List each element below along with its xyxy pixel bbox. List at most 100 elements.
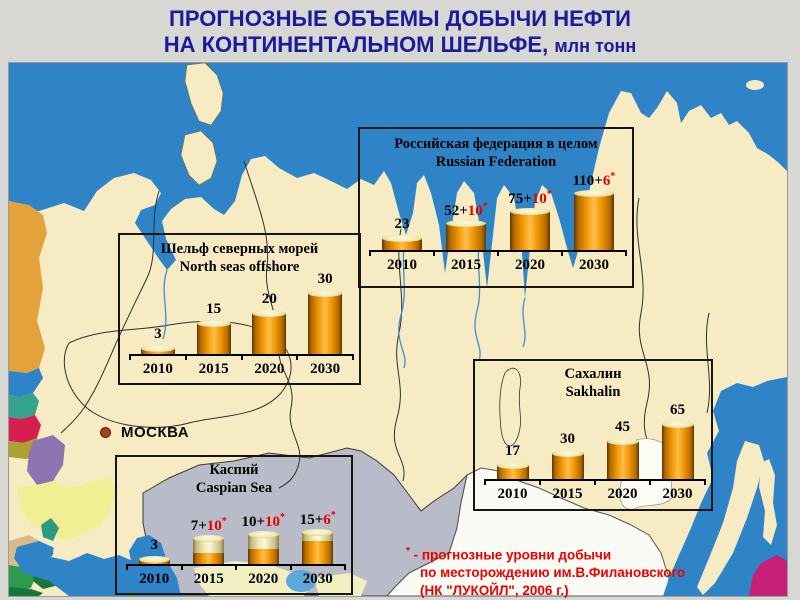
region-moldova — [41, 518, 59, 541]
novaya-zemlya-north-island — [184, 63, 224, 126]
bar-russia-total-2010 — [382, 235, 422, 250]
year-label: 2010 — [497, 486, 528, 502]
bar-top-ellipse — [193, 535, 225, 542]
crimea-peninsula — [53, 541, 87, 559]
axis-tick — [369, 250, 371, 256]
bar-caspian-2010 — [138, 556, 170, 564]
bar-value-label: 3 — [154, 326, 162, 342]
bar-north-seas-2020 — [252, 310, 287, 354]
bar-value-label: 7+10* — [190, 516, 227, 534]
bar-value-label: 23 — [394, 216, 410, 232]
year-label: 2015 — [193, 571, 224, 587]
chart-title-en: North seas offshore — [179, 259, 300, 275]
bar-segment-forecast — [193, 538, 225, 553]
year-label: 2030 — [302, 571, 333, 587]
bar-segment-base — [661, 424, 694, 479]
region-latvia — [9, 415, 41, 443]
bar-value-label: 30 — [317, 271, 333, 287]
axis-tick — [180, 564, 183, 570]
axis-tick — [240, 354, 243, 360]
bar-russia-total-2015 — [446, 220, 486, 250]
chart-title-ru: Шельф северных морей — [160, 241, 319, 257]
year-label: 2010 — [139, 571, 170, 587]
chart-title-en: Caspian Sea — [195, 480, 273, 496]
year-label: 2030 — [662, 486, 693, 502]
bar-segment-base — [302, 541, 334, 564]
page-title-unit: млн тонн — [554, 36, 637, 56]
chart-sakhalin: Сахалин Sakhalin 17 2010 30 2015 45 2020 65 2030 — [473, 359, 713, 511]
axis-tick — [625, 250, 627, 256]
bar-top-ellipse — [661, 421, 694, 428]
axis-tick — [594, 479, 596, 485]
bar-segment-forecast — [247, 534, 279, 549]
page-title-line1: ПРОГНОЗНЫЕ ОБЪЕМЫ ДОБЫЧИ НЕФТИ — [169, 6, 631, 31]
bar-value-label: 75+10* — [508, 189, 552, 207]
bar-value-label: 65 — [670, 402, 685, 418]
axis-tick — [184, 354, 187, 360]
page-title-line2: НА КОНТИНЕНТАЛЬНОМ ШЕЛЬФЕ, млн тонн — [163, 32, 637, 57]
bar-sakhalin-2020 — [606, 438, 639, 479]
year-label: 2020 — [515, 257, 545, 273]
bar-value-label: 3 — [150, 537, 159, 553]
axis-tick — [344, 564, 346, 570]
bar-russia-total-2030 — [574, 190, 614, 250]
bar-north-seas-2015 — [196, 320, 231, 354]
bar-sakhalin-2030 — [661, 421, 694, 479]
page-title: ПРОГНОЗНЫЕ ОБЪЕМЫ ДОБЫЧИ НЕФТИ НА КОНТИН… — [0, 6, 800, 59]
bar-sakhalin-2010 — [496, 462, 529, 479]
axis-tick — [539, 479, 541, 485]
bar-top-ellipse — [252, 310, 287, 317]
chart-caspian: Каспий Caspian Sea 3 2010 7+10* 2015 10+10* 202… — [115, 455, 353, 595]
bar-top-ellipse — [302, 529, 334, 536]
axis-tick — [649, 479, 651, 485]
bar-top-ellipse — [308, 290, 343, 297]
axis-tick — [235, 564, 237, 570]
chart-title-ru: Каспий — [209, 462, 259, 478]
axis-tick — [433, 250, 435, 256]
year-label: 2030 — [310, 361, 341, 377]
sea-of-okhotsk — [663, 377, 787, 596]
axis-tick — [126, 564, 128, 570]
bar-top-ellipse — [382, 235, 422, 242]
bar-segment-base — [196, 323, 231, 354]
bar-top-ellipse — [510, 208, 550, 215]
year-label: 2015 — [451, 257, 481, 273]
bar-top-ellipse — [140, 345, 175, 352]
year-label: 2010 — [387, 257, 417, 273]
bar-value-label: 52+10* — [444, 201, 488, 219]
year-label: 2020 — [248, 571, 279, 587]
bar-segment-base — [252, 313, 287, 354]
bar-caspian-2015 — [193, 535, 225, 564]
bar-top-ellipse — [196, 320, 231, 327]
bar-segment-base — [606, 441, 639, 479]
region-belarus — [27, 435, 65, 485]
year-label: 2015 — [198, 361, 229, 377]
chart-russia-total: Российская федерация в целом Russian Fede… — [358, 127, 634, 288]
bar-value-label: 110+6* — [572, 171, 616, 189]
bar-value-label: 45 — [615, 419, 630, 435]
year-label: 2030 — [579, 257, 609, 273]
region-uzbekistan — [314, 573, 367, 596]
axis-tick — [296, 354, 299, 360]
axis-tick — [352, 354, 354, 360]
moscow-dot — [100, 427, 111, 438]
bar-segment-base — [510, 211, 550, 250]
chart-title-ru: Сахалин — [564, 366, 622, 382]
year-label: 2020 — [607, 486, 638, 502]
bar-caspian-2030 — [302, 529, 334, 564]
bar-top-ellipse — [551, 450, 584, 457]
bar-segment-base — [193, 553, 225, 564]
bar-value-label: 15+6* — [299, 510, 336, 528]
axis-tick — [484, 479, 486, 485]
axis-tick — [497, 250, 499, 256]
bar-segment-forecast — [302, 532, 334, 541]
bar-value-label: 30 — [560, 431, 575, 447]
bar-value-label: 10+10* — [241, 512, 286, 530]
black-sea — [14, 541, 164, 596]
wrangel-island — [746, 80, 764, 90]
region-china — [386, 467, 670, 596]
bar-russia-total-2020 — [510, 208, 550, 250]
kamchatka-peninsula — [697, 441, 764, 595]
bar-top-ellipse — [574, 190, 614, 197]
